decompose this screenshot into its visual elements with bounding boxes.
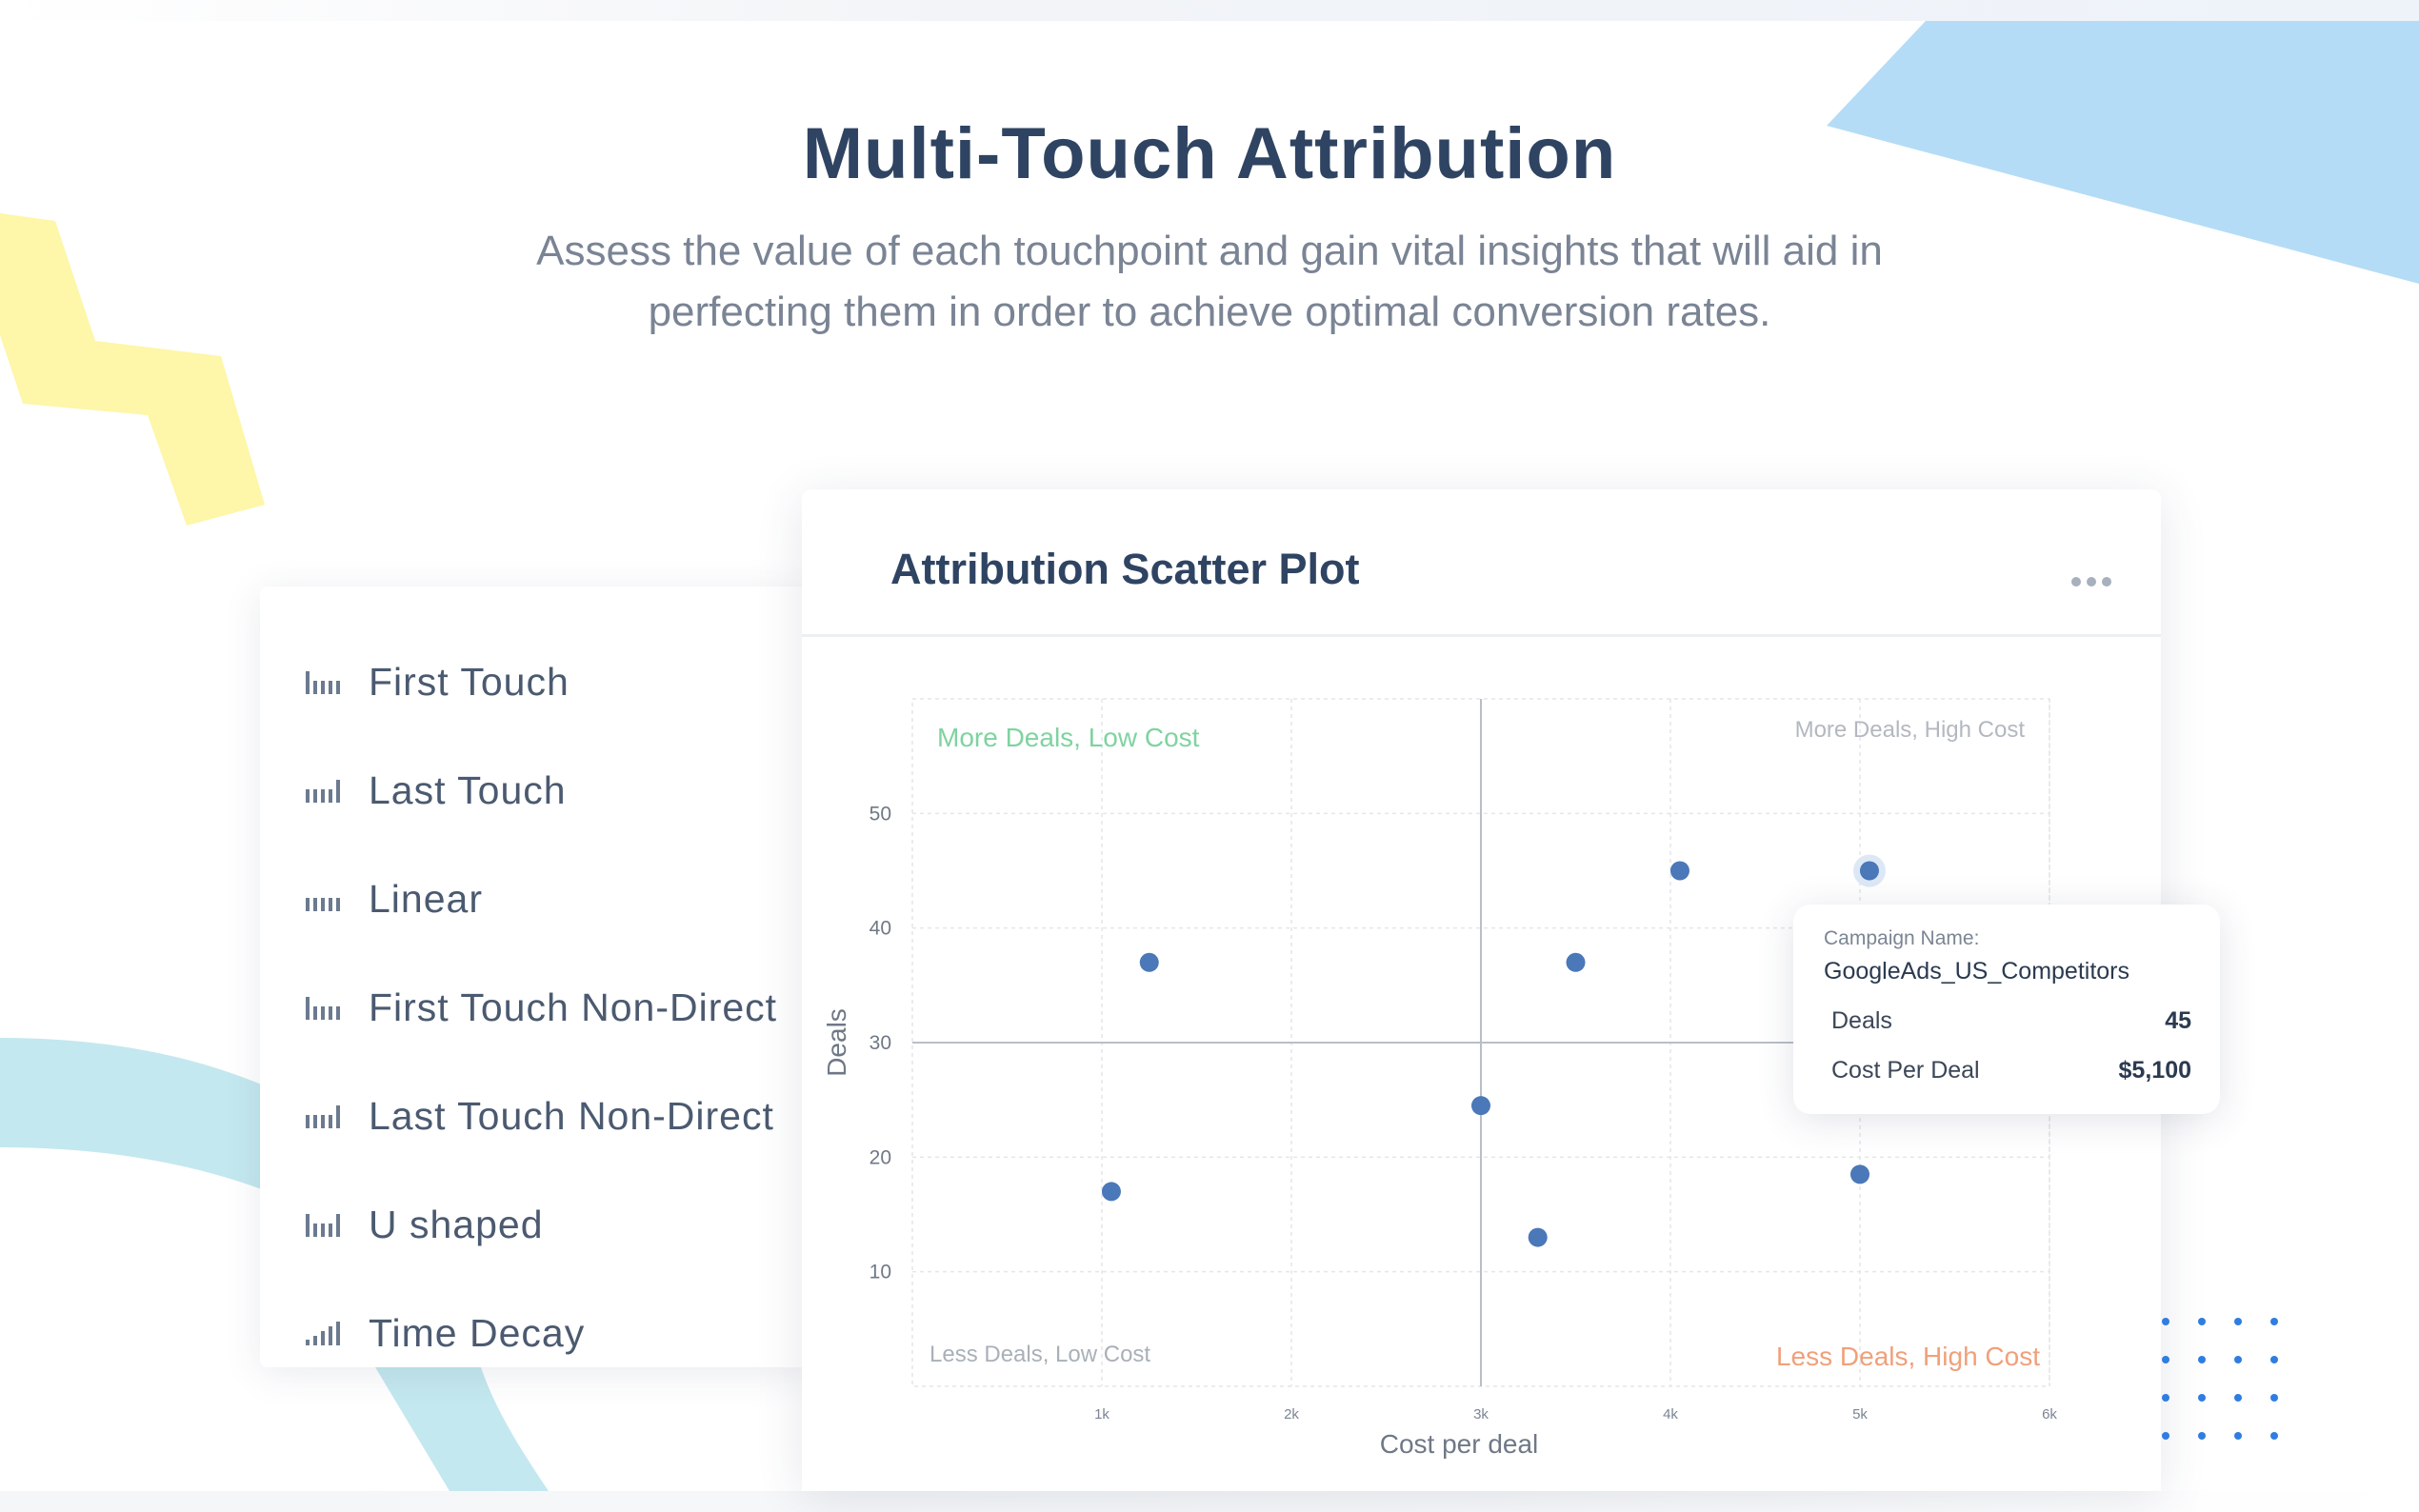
u-shaped-bars-icon	[306, 1212, 342, 1237]
y-tick-label: 10	[870, 1262, 891, 1283]
decor-dot	[2198, 1432, 2206, 1440]
decor-dot	[2234, 1432, 2242, 1440]
tick-labels: 1k 2k 3k 4k 5k 6k 10 20 30 40 50	[870, 803, 2058, 1422]
model-item-first-touch[interactable]: First Touch	[306, 653, 570, 710]
chart-title: Attribution Scatter Plot	[890, 545, 1360, 593]
tooltip-deals-value: 45	[2165, 1007, 2191, 1034]
first-touch-bars-icon	[306, 995, 342, 1020]
model-item-label: Last Touch	[369, 767, 567, 812]
x-tick-label: 1k	[1094, 1406, 1110, 1422]
page-subtitle: Assess the value of each touchpoint and …	[448, 221, 1971, 343]
tooltip-cost-label: Cost Per Deal	[1831, 1057, 1980, 1084]
tooltip-cost-value: $5,100	[2118, 1057, 2191, 1084]
linear-bars-icon	[306, 886, 342, 911]
data-point	[1859, 861, 1879, 881]
decor-dot	[2162, 1356, 2169, 1363]
decor-dot	[2270, 1356, 2278, 1363]
data-point	[1471, 1096, 1490, 1116]
decor-dot	[2162, 1432, 2169, 1440]
quadrant-label-top-left: More Deals, Low Cost	[937, 723, 1200, 752]
quadrant-label-bottom-left: Less Deals, Low Cost	[930, 1342, 1150, 1367]
model-item-label: Time Decay	[369, 1310, 586, 1355]
last-touch-bars-icon	[306, 778, 342, 803]
decor-dot	[2270, 1432, 2278, 1440]
data-point	[1566, 952, 1586, 972]
decor-dot	[2234, 1394, 2242, 1402]
data-point	[1669, 861, 1689, 881]
page-title: Multi-Touch Attribution	[802, 113, 1617, 194]
tooltip-campaign-name: GoogleAds_US_Competitors	[1824, 958, 2129, 985]
subtitle-line-2: perfecting them in order to achieve opti…	[648, 288, 1771, 335]
point-tooltip: Campaign Name: GoogleAds_US_Competitors …	[1793, 905, 2220, 1114]
cyan-arc-shape-bottom	[375, 1367, 549, 1491]
tooltip-deals-row: Deals 45	[1831, 1007, 2191, 1035]
model-item-time-decay[interactable]: Time Decay	[306, 1304, 585, 1362]
y-tick-label: 40	[870, 918, 891, 940]
data-points	[1101, 854, 1886, 1247]
y-tick-label: 50	[870, 803, 891, 825]
model-item-first-touch-non-direct[interactable]: First Touch Non-Direct	[306, 979, 777, 1036]
model-item-linear[interactable]: Linear	[306, 870, 483, 927]
data-point	[1850, 1164, 1869, 1184]
more-dots-icon[interactable]	[2071, 577, 2111, 587]
decor-dot	[2270, 1318, 2278, 1325]
x-tick-label: 4k	[1663, 1406, 1678, 1422]
model-item-label: Last Touch Non-Direct	[369, 1093, 774, 1138]
quadrant-label-top-right: More Deals, High Cost	[1795, 717, 2026, 743]
x-tick-label: 3k	[1473, 1406, 1489, 1422]
cyan-arc-shape	[0, 1038, 400, 1266]
top-strip	[0, 0, 2419, 21]
decor-dot	[2234, 1318, 2242, 1325]
model-item-label: First Touch Non-Direct	[369, 985, 778, 1029]
tooltip-cost-row: Cost Per Deal $5,100	[1831, 1057, 2191, 1084]
model-item-label: Linear	[369, 876, 483, 921]
last-touch-bars-icon	[306, 1104, 342, 1128]
attribution-model-menu: First Touch Last Touch Linear First Touc…	[260, 587, 812, 1367]
y-tick-label: 30	[870, 1032, 891, 1054]
y-tick-label: 20	[870, 1146, 891, 1168]
tooltip-deals-label: Deals	[1831, 1007, 1892, 1034]
model-item-last-touch[interactable]: Last Touch	[306, 762, 567, 819]
decor-dot	[2198, 1356, 2206, 1363]
model-item-label: First Touch	[369, 659, 570, 704]
model-item-label: U shaped	[369, 1202, 544, 1246]
quadrant-label-bottom-right: Less Deals, High Cost	[1776, 1342, 2040, 1371]
decor-dot	[2198, 1394, 2206, 1402]
tooltip-campaign-label: Campaign Name:	[1824, 927, 1980, 949]
blue-triangle-shape	[1827, 21, 2419, 284]
model-item-u-shaped[interactable]: U shaped	[306, 1196, 544, 1253]
subtitle-line-1: Assess the value of each touchpoint and …	[536, 228, 1883, 274]
x-tick-label: 2k	[1284, 1406, 1299, 1422]
first-touch-bars-icon	[306, 669, 342, 694]
x-tick-label: 5k	[1852, 1406, 1868, 1422]
data-point	[1528, 1227, 1548, 1247]
data-point	[1139, 952, 1159, 972]
decor-dot	[2234, 1356, 2242, 1363]
decor-dot	[2162, 1318, 2169, 1325]
data-point	[1101, 1182, 1121, 1202]
quadrant-labels: More Deals, Low Cost More Deals, High Cos…	[930, 717, 2040, 1371]
decor-dot	[2270, 1394, 2278, 1402]
y-axis-label: Deals	[822, 1008, 851, 1077]
card-divider	[802, 634, 2161, 637]
scatter-plot: 1k 2k 3k 4k 5k 6k 10 20 30 40 50 More Deals, Low C…	[822, 698, 2058, 1459]
x-axis-label: Cost per deal	[1380, 1429, 1539, 1459]
yellow-zigzag-shape	[0, 213, 265, 526]
decor-dot	[2198, 1318, 2206, 1325]
time-decay-bars-icon	[306, 1321, 342, 1345]
decor-dot	[2162, 1394, 2169, 1402]
model-item-last-touch-non-direct[interactable]: Last Touch Non-Direct	[306, 1087, 774, 1144]
x-tick-label: 6k	[2042, 1406, 2057, 1422]
bottom-strip	[0, 1491, 2419, 1512]
